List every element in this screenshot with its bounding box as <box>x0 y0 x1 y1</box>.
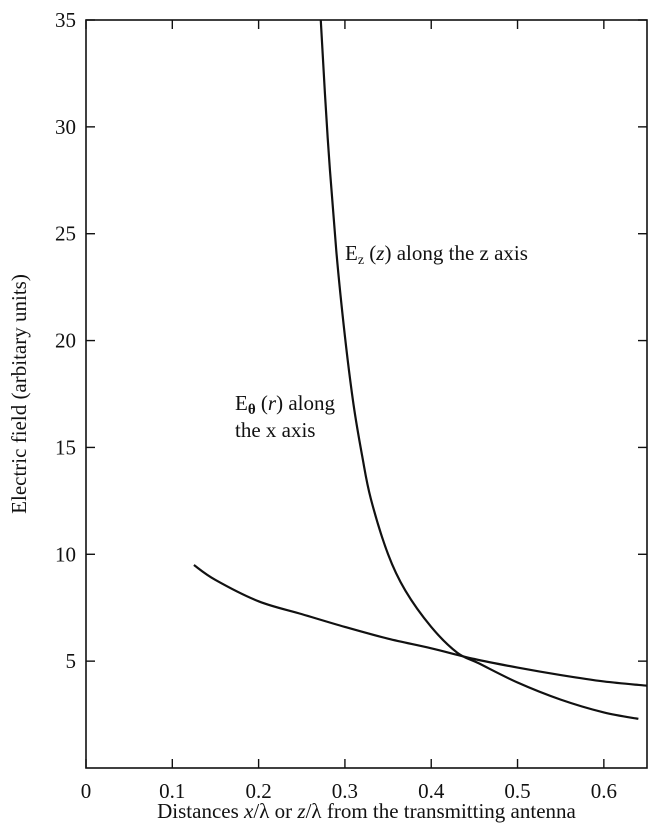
y-tick-label: 20 <box>55 329 76 353</box>
series-line-etheta <box>193 564 648 687</box>
x-tick-label: 0.4 <box>418 779 445 803</box>
y-axis-label: Electric field (arbitary units) <box>7 274 31 514</box>
x-tick-label: 0.6 <box>591 779 617 803</box>
ez-annotation: Ez (z) along the z axis <box>345 241 528 268</box>
y-tick-label: 35 <box>55 8 76 32</box>
x-tick-label: 0.2 <box>245 779 271 803</box>
series-line-ez <box>319 19 639 720</box>
y-tick-label: 15 <box>55 435 76 459</box>
y-tick-label: 25 <box>55 222 76 246</box>
x-tick-label: 0.3 <box>332 779 358 803</box>
etheta-annotation: Eθ (r) along <box>235 391 336 418</box>
x-tick-label: 0 <box>81 779 92 803</box>
x-tick-label: 0.5 <box>504 779 530 803</box>
x-axis-label: Distances x/λ or z/λ from the transmitti… <box>157 799 576 823</box>
y-tick-label: 30 <box>55 115 76 139</box>
etheta-annotation-line2: the x axis <box>235 418 315 442</box>
y-tick-label: 5 <box>66 649 77 673</box>
y-tick-label: 10 <box>55 542 76 566</box>
plot-frame <box>85 19 648 769</box>
x-tick-label: 0.1 <box>159 779 185 803</box>
